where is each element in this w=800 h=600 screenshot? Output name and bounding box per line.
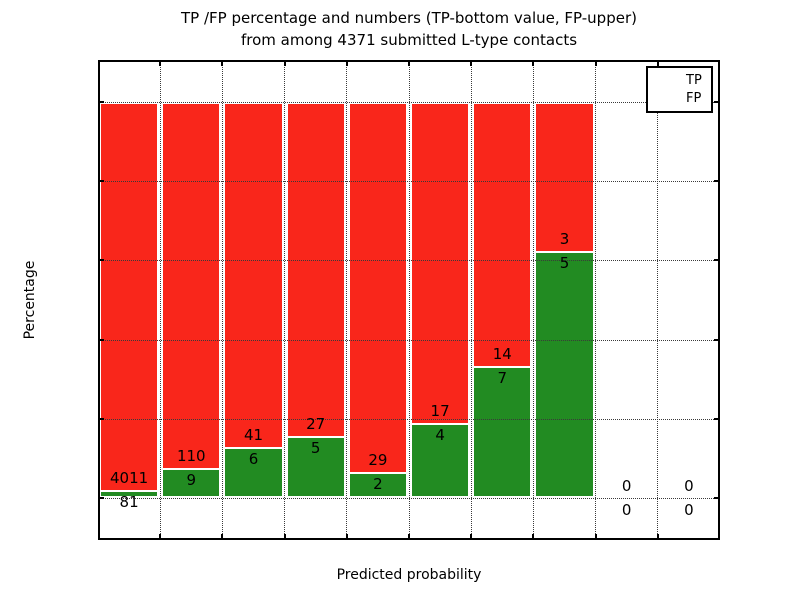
x-tick-mark xyxy=(283,534,286,540)
tp-legend-swatch-icon xyxy=(654,76,677,85)
bar-segment-tp xyxy=(285,436,346,498)
gridline-vertical xyxy=(408,60,410,540)
bar-label-fp: 3 xyxy=(559,229,570,248)
bar-segment-fp xyxy=(534,102,595,251)
bar-label-fp: 29 xyxy=(368,451,388,470)
bar-label-tp: 9 xyxy=(186,471,197,490)
bar-segment-tp xyxy=(472,366,533,498)
bar-label-fp: 0 xyxy=(621,477,632,495)
y-tick-mark xyxy=(714,497,720,499)
bar-segment-fp xyxy=(223,102,284,448)
bar-label-tp: 4 xyxy=(435,425,445,444)
bar-segment-fp xyxy=(410,102,471,423)
gridline-vertical xyxy=(221,60,223,540)
y-tick-mark xyxy=(98,497,104,499)
gridline-vertical xyxy=(657,60,659,540)
y-tick-mark xyxy=(714,180,720,183)
bar-label-tp: 5 xyxy=(559,253,570,272)
bar-segment-fp xyxy=(472,102,533,366)
bar-label-fp: 17 xyxy=(430,401,450,420)
bar-label-fp: 4011 xyxy=(110,469,149,488)
bar-segment-tp xyxy=(347,472,408,498)
y-tick-mark xyxy=(714,101,720,103)
gridline-vertical xyxy=(595,60,597,540)
bar-label-fp: 41 xyxy=(243,426,264,445)
bar-segment-tp xyxy=(410,422,471,498)
bar-segment-fp xyxy=(161,102,222,469)
gridline-vertical xyxy=(532,60,534,540)
x-tick-mark xyxy=(594,60,597,66)
bar-segment-tp xyxy=(534,250,595,498)
y-tick-mark xyxy=(98,101,104,103)
legend: TP FP xyxy=(646,66,713,113)
legend-label-fp: FP xyxy=(686,91,702,106)
plot-area: 4011 81 110 9 41 6 27 5 29 2 17 4 14 7 3 5 0 0 0 0 xyxy=(98,60,720,540)
y-axis-label: Percentage xyxy=(22,260,38,340)
legend-row-fp: FP xyxy=(654,91,705,106)
y-tick-mark xyxy=(98,417,104,420)
x-tick-mark xyxy=(532,60,535,66)
bar-segment-tp xyxy=(99,490,160,498)
bar-label-tp: 2 xyxy=(373,475,383,494)
x-tick-mark xyxy=(345,60,348,66)
x-tick-mark xyxy=(532,534,535,540)
gridline-vertical xyxy=(470,60,472,540)
bar-segment-fp xyxy=(285,102,346,437)
bar-label-fp: 27 xyxy=(306,415,326,434)
bar-segment-tp xyxy=(223,447,284,498)
legend-label-tp: TP xyxy=(686,73,702,88)
chart-title-line2: from among 4371 submitted L-type contact… xyxy=(240,31,578,49)
bar-label-fp: 0 xyxy=(684,477,694,495)
y-tick-mark xyxy=(98,259,104,262)
x-tick-mark xyxy=(283,60,286,66)
y-tick-mark xyxy=(714,338,720,341)
x-tick-mark xyxy=(159,60,162,66)
x-tick-mark xyxy=(345,534,348,540)
y-tick-mark xyxy=(714,417,720,420)
x-tick-mark xyxy=(159,534,162,540)
x-tick-mark xyxy=(408,534,410,540)
x-tick-mark xyxy=(594,534,597,540)
bar-segment-fp xyxy=(347,102,408,473)
gridline-vertical xyxy=(346,60,348,540)
y-tick-mark xyxy=(98,180,104,183)
legend-row-tp: TP xyxy=(654,73,705,88)
chart-title: TP /FP percentage and numbers (TP-bottom… xyxy=(98,7,720,51)
x-tick-mark xyxy=(221,60,224,66)
chart-title-line1: TP /FP percentage and numbers (TP-bottom… xyxy=(181,9,637,27)
x-tick-mark xyxy=(408,60,410,66)
bar-label-tp: 81 xyxy=(119,493,139,512)
bar-segment-tp xyxy=(161,468,222,498)
x-tick-mark xyxy=(470,534,473,540)
x-tick-mark xyxy=(656,534,659,540)
x-tick-mark xyxy=(221,534,224,540)
bar-label-fp: 14 xyxy=(492,345,512,363)
x-axis-label: Predicted probability xyxy=(336,567,482,583)
fp-legend-swatch-icon xyxy=(654,94,677,103)
y-tick-mark xyxy=(714,259,720,262)
y-tick-mark xyxy=(98,338,104,341)
x-tick-mark xyxy=(470,60,473,66)
bar-label-tp: 6 xyxy=(248,450,259,469)
bar-label-tp: 7 xyxy=(497,369,508,387)
bar-label-tp: 5 xyxy=(310,439,321,458)
bar-label-tp: 0 xyxy=(684,501,694,519)
bar-label-fp: 110 xyxy=(176,447,206,466)
bar-segment-fp xyxy=(99,102,160,491)
bar-label-tp: 0 xyxy=(621,501,632,519)
x-tick-mark xyxy=(656,60,659,66)
gridline-vertical xyxy=(284,60,286,540)
gridline-vertical xyxy=(159,60,161,540)
